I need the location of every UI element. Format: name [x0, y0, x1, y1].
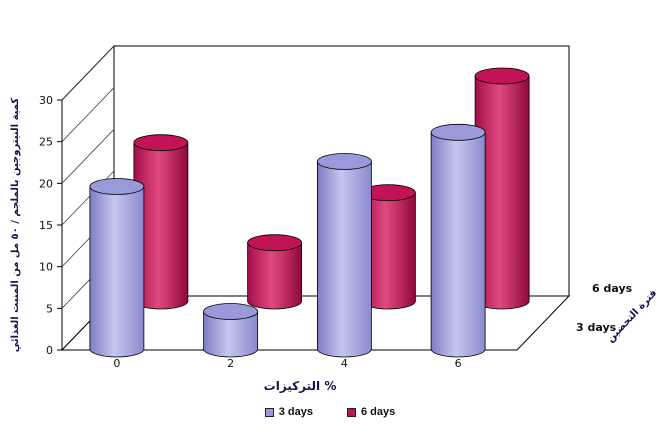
gridline — [61, 129, 115, 184]
y-tick-label: 10 — [39, 261, 53, 274]
y-tick-label: 0 — [46, 344, 53, 357]
cylinder-3days-2-sides — [203, 311, 259, 349]
y-axis-title: كمية النيتروجين بالملجم / ٥٠ مل من المنب… — [10, 98, 21, 353]
y-tick-label: 25 — [39, 136, 53, 149]
cylinder-3days-2-top — [203, 303, 259, 320]
cylinder-3days-0-top — [89, 178, 145, 195]
legend-label-3days: 3 days — [278, 406, 313, 418]
cylinder-6days-6-top — [474, 67, 530, 85]
gridline — [61, 45, 115, 101]
cylinder-6days-2-top — [247, 234, 303, 252]
depth-label-6days: 6 days — [592, 282, 633, 295]
cylinder-3days-6-sides — [430, 132, 486, 349]
cylinder-6days-0-top — [133, 134, 189, 152]
depth-axis-title: فترة التحضين — [605, 288, 659, 345]
gridline — [61, 87, 115, 142]
cylinder-6days-2-sides — [247, 242, 303, 301]
cylinder-3days-6-top — [430, 123, 486, 141]
x-tick-label: 2 — [227, 357, 234, 370]
legend-swatch-3days — [264, 407, 274, 417]
x-tick-label: 6 — [455, 357, 462, 370]
y-tick-label: 20 — [39, 177, 53, 190]
cylinder-3days-6-body — [431, 132, 486, 349]
cylinder-3days-0-sides — [89, 186, 145, 349]
y-tick-label: 5 — [46, 302, 53, 315]
y-tick-label: 15 — [39, 219, 53, 232]
x-tick-label: 4 — [341, 357, 348, 370]
legend-swatch-6days — [347, 407, 356, 417]
cylinder-3days-0-body — [89, 186, 144, 349]
cylinder-6days-2-body — [247, 242, 302, 301]
cylinder-3days-4-sides — [316, 161, 372, 349]
legend-item-6days: 6 days — [347, 406, 395, 418]
legend-label-6days: 6 days — [361, 406, 396, 418]
chart-canvas: 0 5 10 15 20 25 30 0 2 4 6 التركيزات % كمية النيتروج… — [10, 44, 659, 393]
y-tick-label: 30 — [39, 94, 53, 107]
legend-item-3days: 3 days — [264, 406, 313, 418]
x-tick-label: 0 — [113, 357, 120, 370]
x-axis-title: التركيزات % — [264, 379, 337, 393]
cylinder-3days-4-top — [316, 153, 372, 170]
cylinder-3days-4-body — [317, 161, 372, 349]
chart-legend: 3 days 6 days — [0, 406, 660, 418]
depth-label-3days: 3 days — [576, 321, 617, 334]
